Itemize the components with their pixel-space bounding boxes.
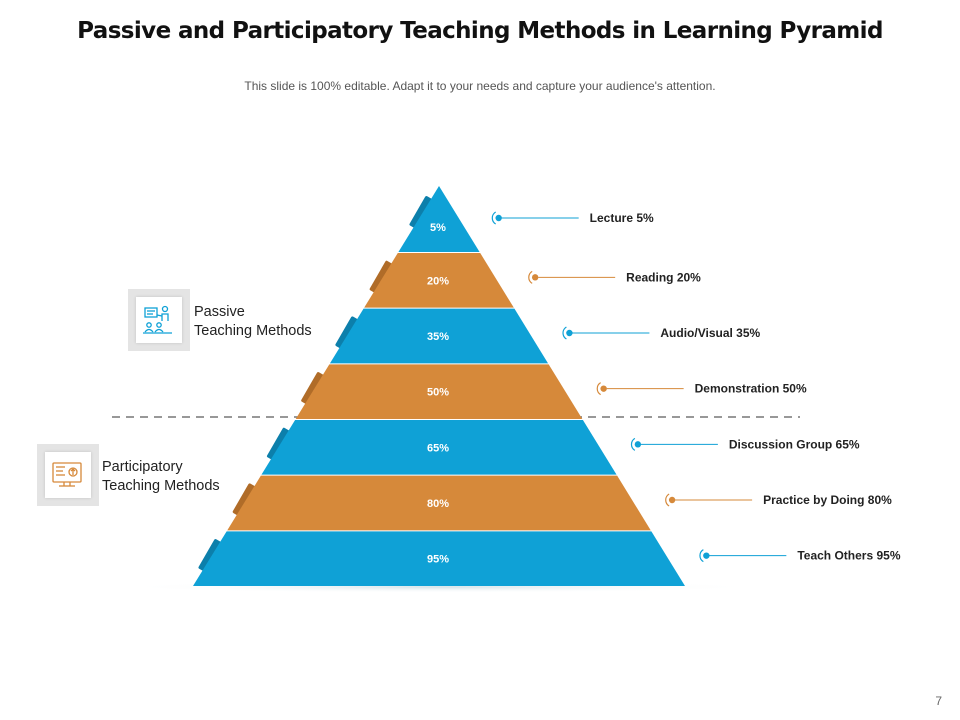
tier-label-7: Teach Others 95% [797, 549, 900, 563]
connector-arc-1 [491, 211, 497, 225]
tier-tab-1 [409, 196, 434, 229]
pyramid-tier-1 [398, 186, 480, 252]
pyramid-tier-2 [364, 253, 514, 308]
tier-label-6: Practice by Doing 80% [763, 493, 892, 507]
connector-arc-2 [528, 270, 533, 284]
tier-label-3: Audio/Visual 35% [660, 326, 760, 340]
passive-label-line2: Teaching Methods [194, 323, 312, 339]
slide-title: Passive and Participatory Teaching Metho… [77, 18, 883, 44]
online-learning-icon [52, 462, 82, 487]
pyramid-tier-7 [193, 531, 685, 586]
connector-dot-5 [634, 441, 642, 448]
tier-tab-7 [198, 539, 223, 572]
participatory-group-label: Participatory Teaching Methods [102, 458, 220, 496]
tier-tab-6 [232, 483, 257, 517]
tier-label-1: Lecture 5% [590, 211, 654, 225]
tier-percent-4: 50% [427, 387, 449, 399]
tier-percent-3: 35% [427, 331, 449, 343]
tier-percent-2: 20% [427, 275, 449, 287]
tier-percent-1: 5% [430, 222, 446, 234]
connector-dot-4 [600, 385, 607, 392]
connector-dot-3 [566, 329, 573, 337]
tier-tab-3 [335, 316, 360, 350]
participatory-label-line1: Participatory [102, 459, 183, 475]
pyramid-tier-5 [261, 420, 617, 475]
connector-dot-1 [495, 214, 502, 222]
connector-arc-6 [665, 493, 670, 507]
connector-dot-6 [668, 496, 676, 504]
participatory-icon-box [37, 444, 99, 506]
passive-group-label: Passive Teaching Methods [194, 303, 312, 341]
connector-arc-4 [596, 382, 602, 396]
tier-tab-2 [369, 260, 394, 294]
tier-percent-6: 80% [427, 498, 449, 510]
connector-arc-7 [699, 549, 704, 563]
pyramid-tier-6 [227, 475, 651, 531]
page-number: 7 [935, 694, 942, 708]
pyramid-tier-3 [329, 308, 549, 364]
tier-label-5: Discussion Group 65% [729, 437, 860, 451]
tier-percent-5: 65% [427, 442, 449, 454]
connector-arc-5 [630, 437, 636, 451]
tier-label-4: Demonstration 50% [695, 382, 807, 396]
tier-tab-5 [266, 427, 291, 461]
passive-icon-box [128, 289, 190, 351]
connector-arc-3 [562, 326, 567, 340]
connector-dot-7 [703, 552, 710, 559]
pyramid-tier-4 [295, 364, 583, 419]
participatory-label-line2: Teaching Methods [102, 478, 220, 494]
slide-subtitle: This slide is 100% editable. Adapt it to… [244, 79, 716, 93]
tier-label-2: Reading 20% [626, 270, 701, 284]
connector-dot-2 [531, 274, 539, 281]
classroom-teaching-icon [143, 305, 172, 334]
passive-label-line1: Passive [194, 304, 245, 320]
tier-percent-7: 95% [427, 554, 449, 566]
tier-tab-4 [301, 372, 325, 405]
